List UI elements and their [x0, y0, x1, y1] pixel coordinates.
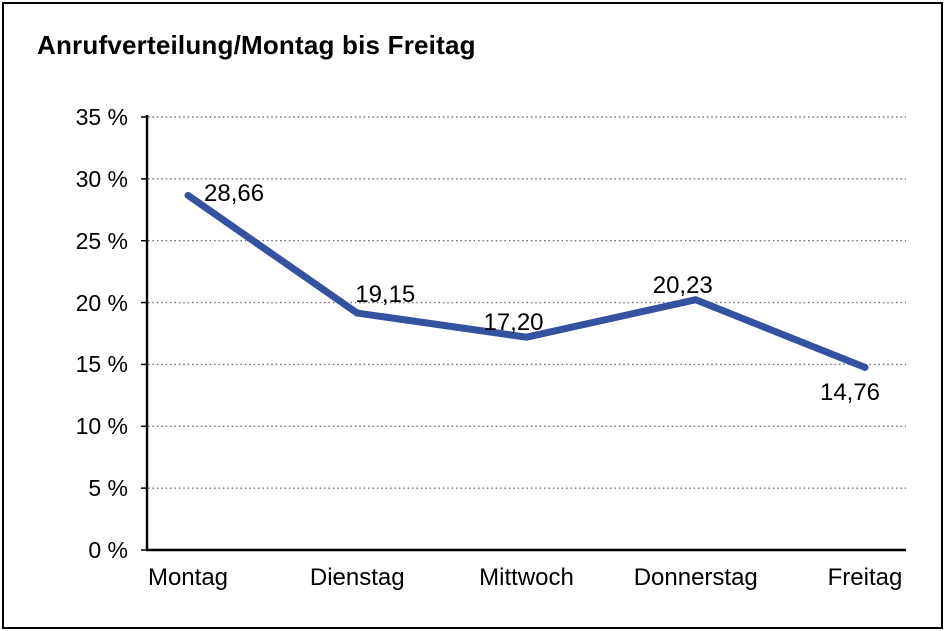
chart-title: Anrufverteilung/Montag bis Freitag: [37, 30, 476, 60]
y-tick-label: 20 %: [75, 289, 128, 316]
y-tick-label: 10 %: [75, 413, 128, 440]
y-tick-label: 5 %: [88, 475, 128, 502]
data-label: 19,15: [355, 281, 416, 309]
x-category-label: Montag: [147, 564, 229, 591]
x-category-label: Mittwoch: [479, 564, 574, 591]
data-label: 17,20: [483, 309, 544, 337]
data-label: 14,76: [819, 379, 881, 407]
y-tick-label: 15 %: [75, 351, 128, 378]
y-tick-label: 25 %: [75, 227, 128, 254]
y-tick-label: 0 %: [88, 537, 128, 563]
x-category-label: Dienstag: [309, 564, 405, 591]
x-category-label: Freitag: [827, 564, 903, 591]
y-tick-label: 35 %: [75, 104, 128, 130]
data-label: 20,23: [652, 271, 713, 299]
x-category-label: Donnerstag: [633, 564, 758, 591]
data-series-line: [184, 191, 869, 371]
data-label: 28,66: [204, 180, 265, 208]
y-tick-label: 30 %: [75, 165, 128, 192]
